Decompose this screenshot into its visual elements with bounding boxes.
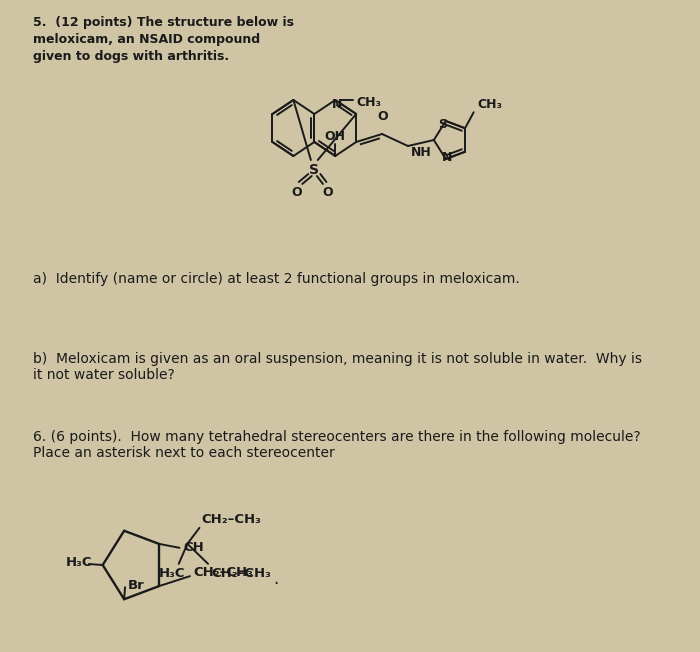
Text: H₃C: H₃C <box>65 557 92 569</box>
Text: S: S <box>438 119 447 132</box>
Text: O: O <box>323 186 333 199</box>
Text: H₃C: H₃C <box>159 567 185 580</box>
Text: Br: Br <box>127 579 144 592</box>
Text: CH₃: CH₃ <box>477 98 502 111</box>
Text: Place an asterisk next to each stereocenter: Place an asterisk next to each stereocen… <box>33 446 335 460</box>
Text: CH₂–CH₃: CH₂–CH₃ <box>211 567 272 580</box>
Text: b)  Meloxicam is given as an oral suspension, meaning it is not soluble in water: b) Meloxicam is given as an oral suspens… <box>33 352 642 366</box>
Text: O: O <box>292 186 302 199</box>
Text: CH₂–CH₃: CH₂–CH₃ <box>193 566 253 579</box>
Text: CH₃: CH₃ <box>356 95 381 108</box>
Text: N: N <box>332 98 342 110</box>
Text: a)  Identify (name or circle) at least 2 functional groups in meloxicam.: a) Identify (name or circle) at least 2 … <box>33 272 519 286</box>
Text: S: S <box>309 163 319 177</box>
Text: .: . <box>274 570 279 588</box>
Text: N: N <box>442 151 453 164</box>
Text: O: O <box>377 110 388 123</box>
Text: CH₂–CH₃: CH₂–CH₃ <box>201 513 261 526</box>
Text: NH: NH <box>410 145 431 158</box>
Text: 6. (6 points).  How many tetrahedral stereocenters are there in the following mo: 6. (6 points). How many tetrahedral ster… <box>33 430 640 444</box>
Text: CH: CH <box>183 541 204 554</box>
Text: it not water soluble?: it not water soluble? <box>33 368 174 382</box>
Text: 5.  (12 points) The structure below is
meloxicam, an NSAID compound
given to dog: 5. (12 points) The structure below is me… <box>33 16 294 63</box>
Text: OH: OH <box>325 130 346 143</box>
